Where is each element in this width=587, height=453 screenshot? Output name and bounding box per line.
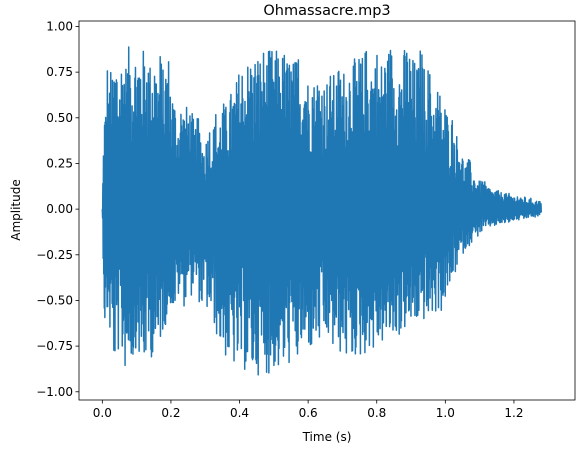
- chart-title: Ohmassacre.mp3: [263, 3, 390, 19]
- x-tick-label: 0.0: [93, 406, 112, 420]
- x-tick-label: 0.6: [299, 406, 318, 420]
- y-tick-label: −0.50: [36, 293, 73, 307]
- x-tick-label: 0.4: [230, 406, 249, 420]
- y-axis: −1.00 −0.75 −0.50 −0.25 0.00 0.25 0.50 0.75 1.00: [36, 19, 79, 399]
- y-tick-label: −0.25: [36, 248, 73, 262]
- y-tick-label: 0.25: [46, 156, 73, 170]
- waveform-series: [101, 46, 543, 376]
- x-tick-label: 0.8: [367, 406, 386, 420]
- x-axis-title: Time (s): [302, 430, 352, 444]
- x-tick-label: 1.2: [504, 406, 523, 420]
- y-tick-label: 0.50: [46, 111, 73, 125]
- plot-area: [101, 46, 543, 376]
- y-tick-label: −0.75: [36, 339, 73, 353]
- y-tick-label: 0.75: [46, 65, 73, 79]
- y-axis-title: Amplitude: [9, 179, 23, 241]
- x-tick-label: 0.2: [161, 406, 180, 420]
- x-axis: 0.0 0.2 0.4 0.6 0.8 1.0 1.2: [93, 400, 523, 420]
- y-tick-label: −1.00: [36, 385, 73, 399]
- x-tick-label: 1.0: [436, 406, 455, 420]
- y-tick-label: 0.00: [46, 202, 73, 216]
- plot-frame: [78, 20, 576, 401]
- waveform-line: [101, 46, 543, 376]
- y-tick-label: 1.00: [46, 19, 73, 33]
